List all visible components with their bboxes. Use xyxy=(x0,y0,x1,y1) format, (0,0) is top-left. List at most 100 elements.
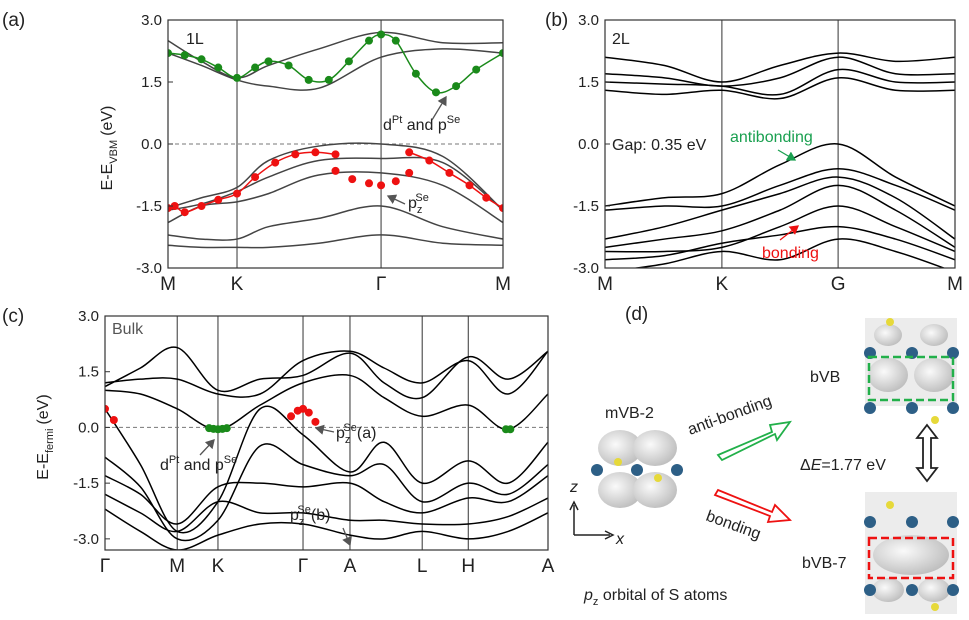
band-dot xyxy=(365,36,373,45)
band-line xyxy=(168,156,503,211)
axes-icon-heads xyxy=(569,500,615,540)
annotation-arrow xyxy=(342,527,352,547)
annotation: bonding xyxy=(762,245,819,262)
panel-label: (b) xyxy=(545,10,568,31)
plot-frame xyxy=(604,19,956,269)
band-dot xyxy=(284,61,293,70)
text-part: Bulk xyxy=(112,321,144,338)
band-dot xyxy=(365,179,373,188)
band-line xyxy=(605,176,955,240)
orbital-bvb xyxy=(864,318,959,424)
band-dot xyxy=(271,158,280,167)
band-dot xyxy=(264,57,273,66)
text-part: (eV) xyxy=(35,394,52,424)
x-tick-label: H xyxy=(461,556,475,577)
band-dot xyxy=(411,69,420,78)
band-line xyxy=(168,142,503,211)
text-part: E xyxy=(811,457,822,474)
text-part: p xyxy=(408,195,417,212)
text-part: z xyxy=(299,516,305,528)
x-tick-label: M xyxy=(160,274,176,295)
text-part: d xyxy=(383,117,392,134)
text-part: VBM xyxy=(108,140,120,164)
band-dot xyxy=(222,424,231,433)
text-part: and p xyxy=(179,457,224,474)
band-dot xyxy=(391,177,400,186)
text-part: p xyxy=(290,507,299,524)
text-part: Gap: 0.35 eV xyxy=(612,137,707,154)
band-dot xyxy=(465,181,474,190)
y-tick-label: -1.5 xyxy=(573,198,599,215)
y-tick-label: -3.0 xyxy=(573,260,599,277)
band-dot xyxy=(109,416,118,424)
y-tick-label: 1.5 xyxy=(78,364,99,381)
band-dot xyxy=(331,150,340,159)
band-dot xyxy=(251,173,260,182)
y-tick-label: 0.0 xyxy=(578,136,599,153)
text-part: d xyxy=(160,457,169,474)
x-tick-label: K xyxy=(231,274,244,295)
state-label: bVB-7 xyxy=(802,555,847,572)
text-part: 1L xyxy=(186,31,204,48)
text-part: Se xyxy=(447,114,460,126)
annotation: Gap: 0.35 eV xyxy=(612,137,707,154)
panel-label: (c) xyxy=(2,306,24,327)
text-part: z xyxy=(345,434,351,446)
band-line xyxy=(105,443,548,542)
orbital-mvb2 xyxy=(591,430,683,508)
band-dot xyxy=(180,51,189,60)
y-tick-label: 3.0 xyxy=(578,12,599,29)
x-tick-label: Γ xyxy=(298,556,308,577)
band-line xyxy=(105,493,548,533)
band-dot xyxy=(391,36,400,45)
annotation: 2L xyxy=(612,31,630,48)
state-label: bVB xyxy=(810,369,840,386)
text-part: and p xyxy=(402,117,447,134)
y-axis-label: E-EVBM (eV) xyxy=(99,106,120,191)
annotation-arrow xyxy=(386,194,406,205)
band-line xyxy=(168,205,503,241)
band-line xyxy=(605,56,955,87)
band-dot xyxy=(311,148,320,157)
band-dot xyxy=(287,412,296,421)
panel-label: (a) xyxy=(2,10,25,31)
text-part: 2L xyxy=(612,31,630,48)
band-dot xyxy=(168,49,172,58)
arrow-label: anti-bonding xyxy=(686,393,775,439)
text-part: Pt xyxy=(169,454,179,466)
band-line xyxy=(105,350,548,398)
text-part: fermi xyxy=(44,429,56,453)
gap-label: ΔE=1.77 eV xyxy=(800,457,886,474)
plot-area xyxy=(168,20,503,268)
x-tick-label: K xyxy=(212,556,225,577)
annotation: antibonding xyxy=(730,129,813,146)
panel-label: (d) xyxy=(625,304,648,325)
text-part: Se xyxy=(343,422,356,434)
y-tick-label: 0.0 xyxy=(141,136,162,153)
y-tick-label: 3.0 xyxy=(78,308,99,325)
annotation-arrow xyxy=(199,439,215,456)
band-dot xyxy=(214,195,223,204)
x-tick-label: Γ xyxy=(100,556,110,577)
band-dot xyxy=(506,425,515,434)
y-tick-label: -3.0 xyxy=(73,531,99,548)
text-part: z xyxy=(593,596,599,608)
text-part: p xyxy=(583,587,593,604)
antibonding-arrow xyxy=(716,420,792,462)
text-part: E-E xyxy=(35,453,52,480)
x-tick-label: M xyxy=(947,274,963,295)
band-dot xyxy=(377,181,386,190)
y-tick-label: -1.5 xyxy=(73,475,99,492)
band-dot xyxy=(344,57,353,66)
band-dot xyxy=(452,82,461,91)
text-part: antibonding xyxy=(730,129,813,146)
band-line xyxy=(605,68,955,96)
band-dot xyxy=(499,49,503,58)
band-line xyxy=(605,168,955,211)
x-tick-label: K xyxy=(716,274,729,295)
arrow-label: bonding xyxy=(704,508,763,543)
plot-area xyxy=(605,20,955,268)
axes-icon xyxy=(573,505,610,536)
band-line xyxy=(105,405,548,534)
text-part: Se xyxy=(224,454,237,466)
